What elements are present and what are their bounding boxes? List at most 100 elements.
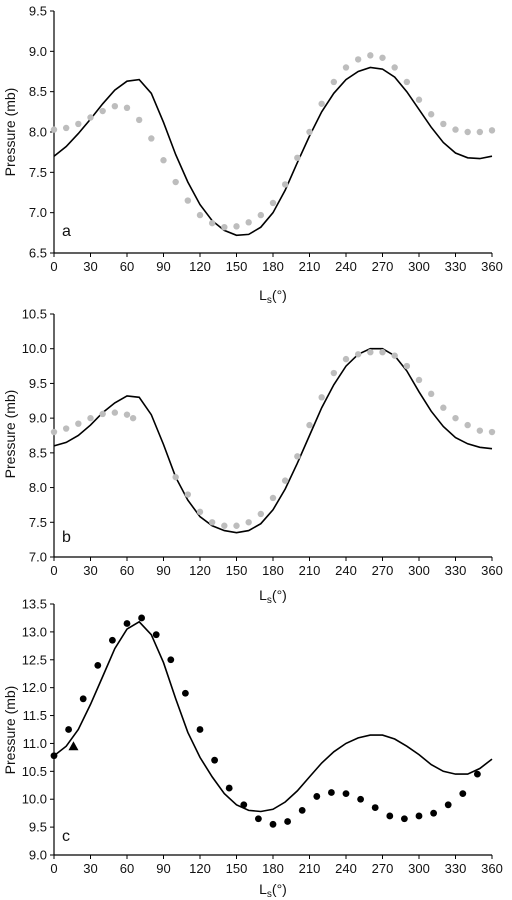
panel-b-x-axis-title-tail: (°)	[272, 587, 287, 603]
panel-b-observation-point	[440, 404, 447, 411]
panel-a-observation-point	[257, 211, 265, 219]
panel-a-letter: a	[62, 223, 71, 240]
panel-a-observation-point	[184, 197, 192, 204]
panel-a-y-tick-label: 8.0	[29, 125, 47, 140]
panel-c-observation-point	[211, 756, 219, 764]
panel-a-observation-point	[208, 219, 216, 227]
panel-b-x-tick-label: 210	[299, 563, 321, 578]
panel-b-observation-point	[87, 414, 94, 422]
panel-a-x-tick-label: 60	[120, 259, 134, 274]
panel-b-x-tick-label: 330	[445, 563, 467, 578]
panel-a-observation-point	[172, 178, 179, 186]
panel-b-observation-point	[342, 355, 350, 363]
panel-b-observation-point	[452, 414, 459, 422]
svg-text:Ls(°): Ls(°)	[259, 287, 287, 306]
panel-a-x-tick-label: 240	[335, 259, 357, 274]
panel-c-x-tick-label: 90	[156, 861, 170, 876]
panel-c-observation-point	[138, 614, 146, 622]
panel-a-observation-point	[367, 52, 374, 59]
panel-c-y-tick-label: 10.0	[22, 792, 47, 807]
panel-c-observation-point	[269, 820, 277, 828]
panel-a-y-tick-label: 7.0	[29, 205, 47, 220]
panel-b-x-tick-label: 150	[226, 563, 248, 578]
panel-b-observation-point	[99, 410, 106, 418]
panel-c-observation-point	[342, 790, 350, 798]
panel-a-y-tick-label: 9.0	[29, 44, 47, 59]
panel-a-observation-point	[99, 107, 106, 115]
panel-a-y-tick-label: 8.5	[29, 84, 47, 99]
panel-c-observation-point	[474, 770, 481, 778]
panel-c-observation-point	[401, 815, 408, 823]
panel-a-observation-point	[281, 181, 289, 188]
panel-a-observation-point	[391, 64, 398, 71]
panel-b-y-tick-label: 8.0	[29, 480, 47, 495]
panel-a-observation-point	[415, 96, 423, 103]
panel-c-observation-point	[225, 784, 233, 792]
panel-c-observation-point	[298, 806, 306, 814]
panel-a-observation-point	[427, 111, 435, 118]
panel-a-observation-point	[50, 126, 58, 133]
panel-a-observation-point	[476, 128, 484, 136]
panel-c-y-tick-label: 13.5	[22, 597, 47, 612]
panel-a-x-axis-title-sub: s	[267, 295, 272, 306]
panel-b-x-tick-label: 180	[262, 563, 284, 578]
panel-a-y-tick-label: 6.5	[29, 246, 47, 261]
panel-c-y-axis-title: Pressure (mb)	[2, 686, 18, 775]
panel-c-observation-point	[109, 636, 116, 644]
panel-c-observation-point	[94, 661, 102, 669]
panel-b-observation-point	[281, 477, 289, 484]
panel-c-y-tick-label: 13.0	[22, 624, 47, 639]
panel-c-x-axis-title-sub: s	[267, 889, 272, 900]
panel-a-observation-point	[135, 116, 143, 124]
panel-c-observation-point	[328, 789, 335, 796]
panel-a-observation-point	[354, 56, 362, 63]
panel-c-y-tick-label: 11.5	[23, 708, 47, 723]
panel-c-y-tick-label: 9.5	[29, 820, 47, 835]
panel-b-x-tick-label: 0	[50, 563, 57, 578]
panel-c-y-tick-label: 12.5	[22, 652, 47, 667]
panel-a-observation-point	[403, 78, 411, 86]
panel-b-observation-point	[257, 510, 265, 518]
panel-b-x-tick-label: 360	[481, 563, 503, 578]
panel-b-y-tick-label: 7.5	[29, 515, 47, 530]
panel-b-y-tick-label: 10.0	[22, 341, 47, 356]
panel-b-y-tick-label: 8.5	[29, 445, 47, 460]
panel-b-observation-point	[123, 411, 131, 418]
panel-c-letter: c	[62, 828, 70, 845]
panel-a-observation-point	[221, 223, 228, 231]
panel-b-observation-point	[367, 348, 374, 356]
panel-c-x-tick-label: 210	[299, 861, 321, 876]
panel-c-observation-point	[284, 818, 291, 825]
panel-a-observation-point	[464, 128, 471, 136]
panel-c-triangle-point	[68, 741, 79, 751]
panel-b-x-axis-title: Ls(°)	[259, 587, 287, 606]
panel-a-observation-point	[160, 157, 167, 164]
panel-a-model-curve	[53, 66, 493, 237]
panel-c-y-tick-label: 11.0	[23, 736, 47, 751]
panel-b-observation-point	[488, 428, 496, 436]
panel-b-observation-point	[269, 494, 277, 502]
panel-c-x-axis-title-main: L	[259, 881, 267, 897]
panel-a-observation-point	[123, 104, 131, 112]
panel-c-observation-point	[357, 795, 364, 803]
panel-b-observation-point	[379, 348, 386, 356]
panel-b-observation-point	[403, 362, 411, 370]
panel-b-observation-point	[476, 427, 484, 434]
panel-c-observation-point	[430, 809, 437, 817]
panel-a-observation-point	[488, 127, 496, 134]
panel-a-x-axis-title-main: L	[259, 287, 267, 303]
panel-c-observation-point	[371, 804, 379, 811]
panel-c-x-tick-label: 120	[189, 861, 211, 876]
panel-c-x-tick-label: 30	[83, 861, 97, 876]
panel-a-observation-point	[269, 199, 277, 207]
panel-c-observation-point	[240, 801, 248, 809]
panel-a-observation-point	[330, 78, 338, 86]
panel-b-observation-point	[111, 409, 119, 416]
panel-a-observation-point	[245, 219, 252, 226]
panel-a-x-tick-label: 360	[481, 259, 503, 274]
panel-c-observation-point	[65, 726, 72, 733]
panel-a-observation-point	[318, 100, 325, 107]
panel-c-observation-point	[123, 620, 131, 627]
panel-b-observation-point	[208, 519, 216, 526]
